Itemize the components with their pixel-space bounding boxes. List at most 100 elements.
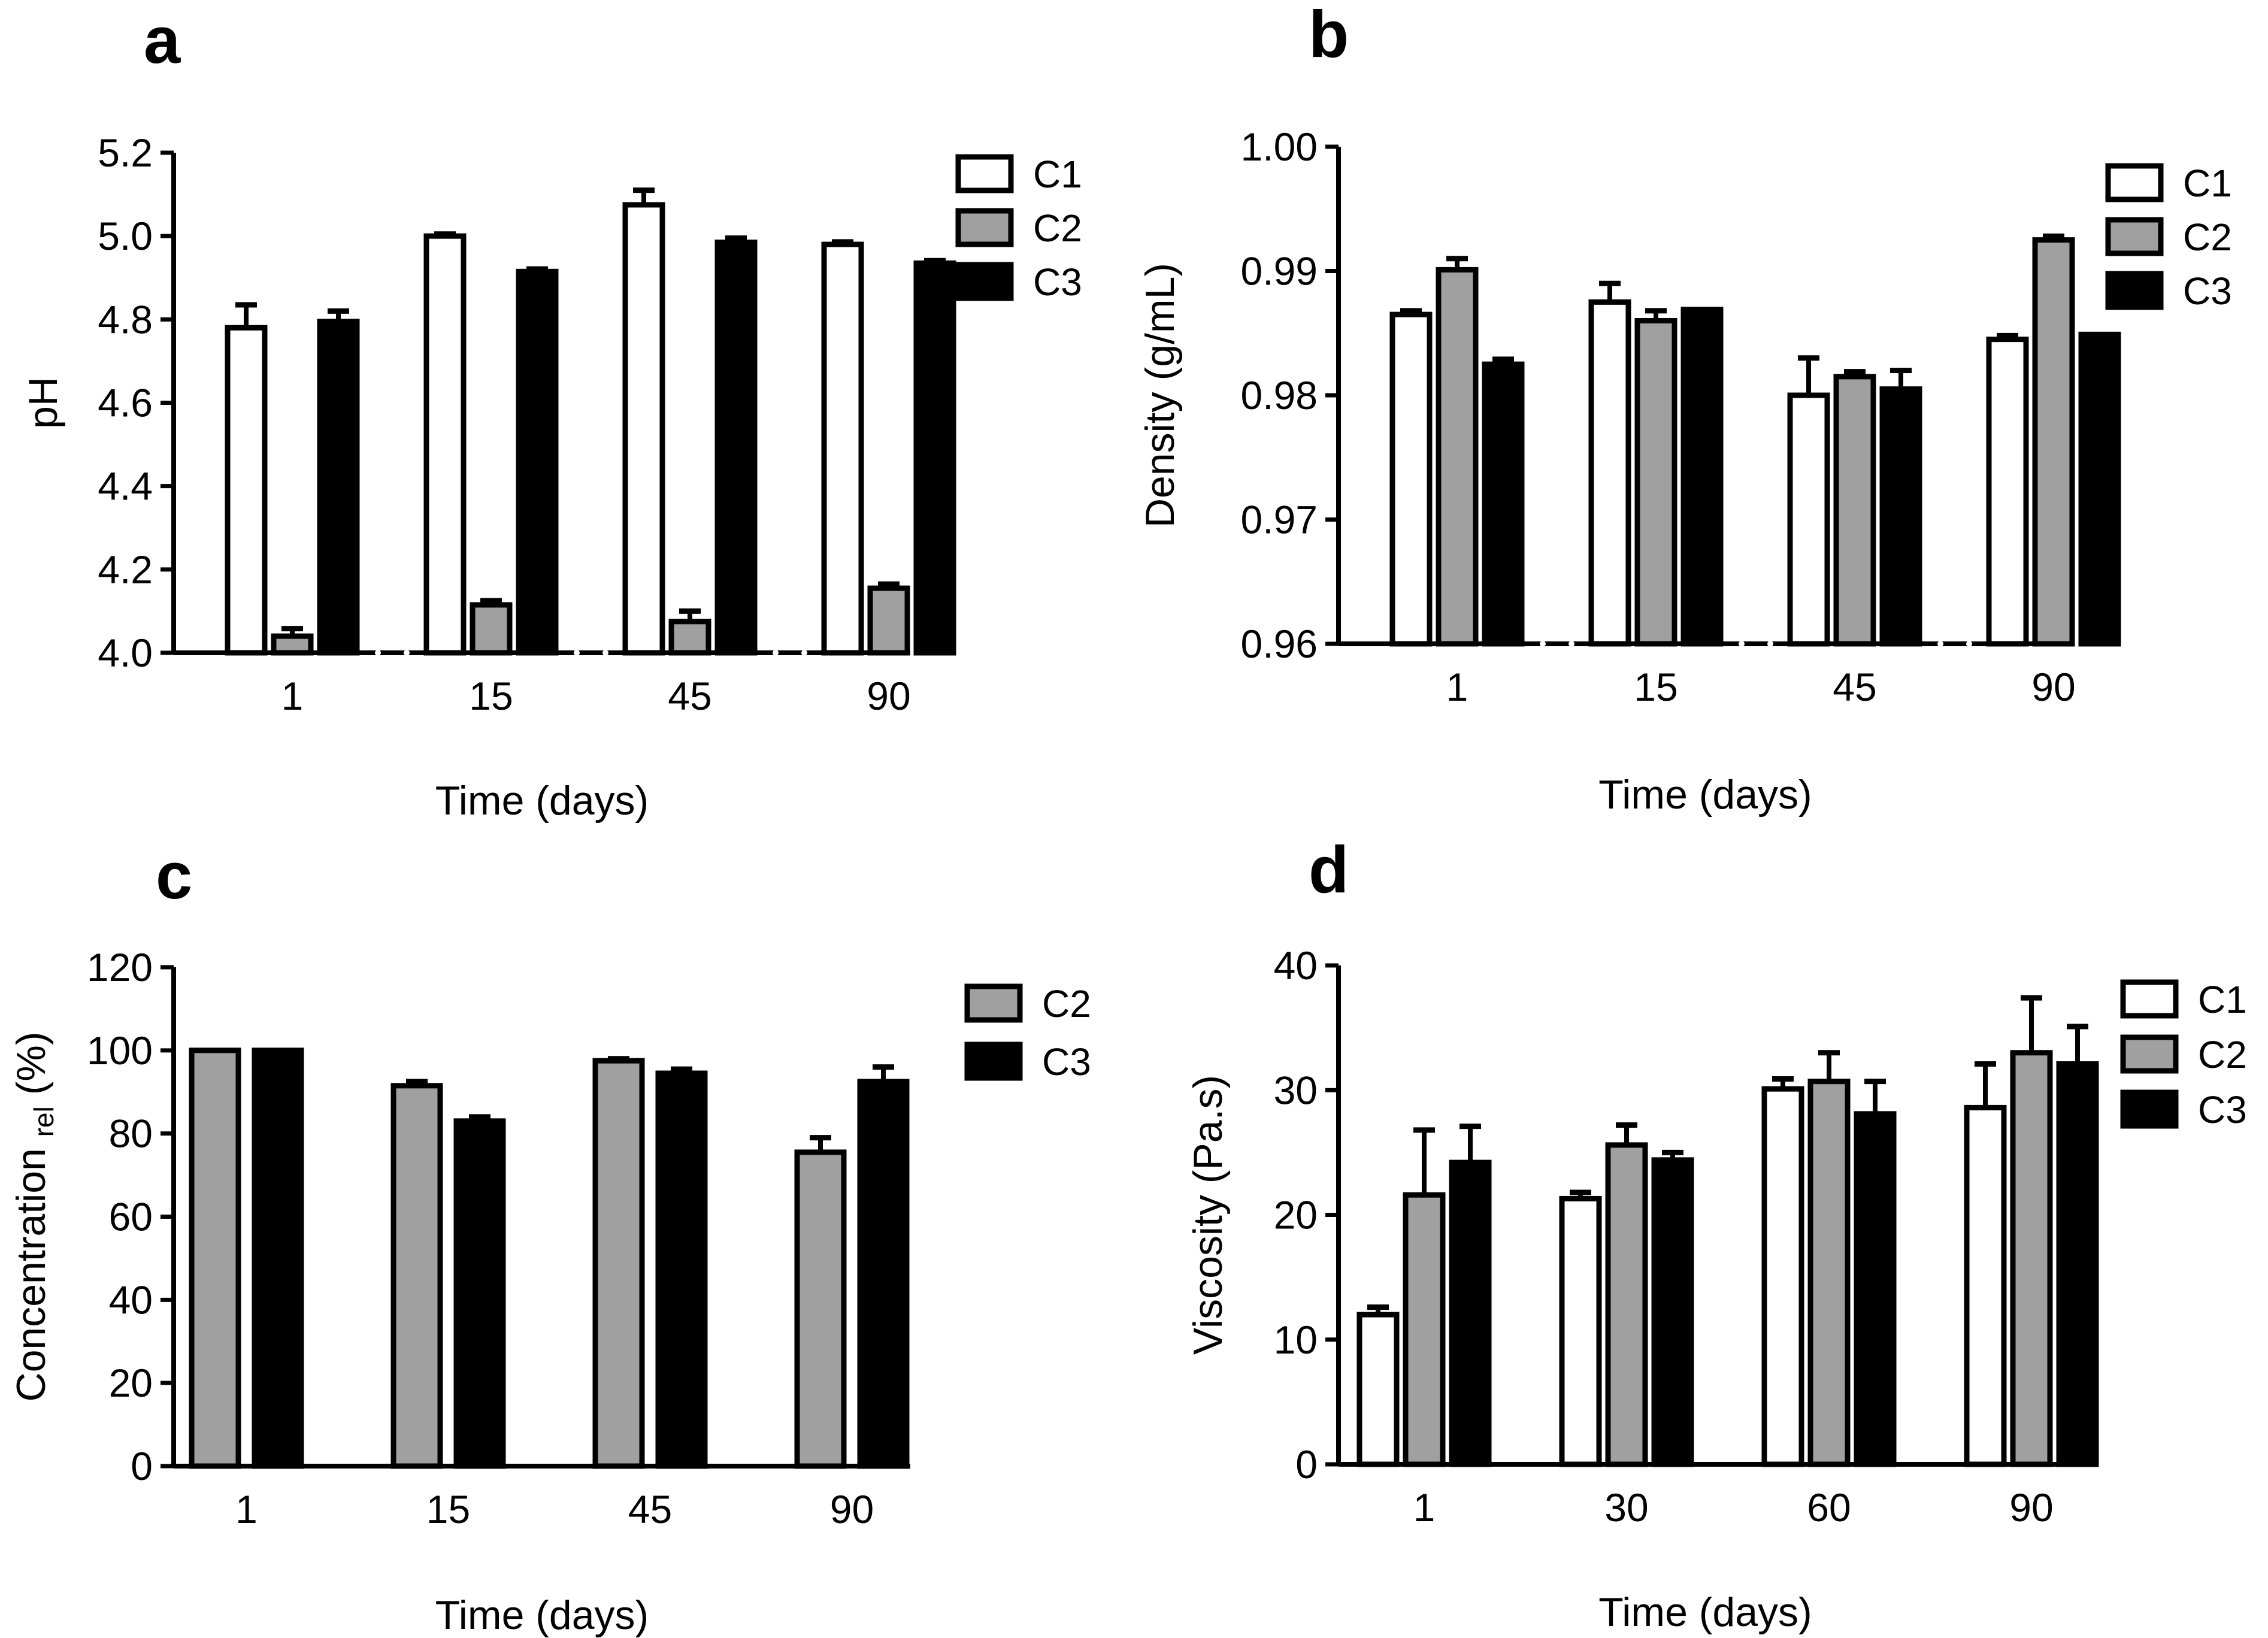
x-tick-label-d-30: 30 (1604, 1485, 1648, 1530)
x-tick-label-a-45: 45 (668, 674, 711, 718)
x-axis-title-b: Time (days) (1598, 772, 1812, 818)
bar-b-c1-1 (1389, 311, 1433, 647)
y-axis-title-d: Viscosity (Pa.s) (1185, 1075, 1231, 1355)
bar-a-c2-45 (668, 619, 711, 656)
y-axis-title-b: Density (g/mL) (1137, 263, 1183, 528)
x-tick-label-a-15: 15 (469, 674, 513, 718)
legend-label-d-c1: C1 (2198, 978, 2247, 1021)
x-tick-label-b-90: 90 (2031, 665, 2075, 709)
bar-d-c2-90 (2010, 1050, 2053, 1467)
axis-break-mark-a-3-1 (1000, 650, 1006, 656)
bar-d-c1-1 (1356, 1312, 1400, 1467)
y-tick-label-c-0: 0 (131, 1444, 153, 1488)
axis-break-mark-a-3-0 (971, 650, 977, 656)
legend-swatch-d-c1 (2120, 979, 2179, 1019)
x-tick-label-d-60: 60 (1807, 1485, 1851, 1530)
axis-break-mark-a-1-1 (602, 650, 608, 656)
legend-label-b-c2: C2 (2183, 216, 2232, 259)
bar-a-c2-1 (271, 633, 314, 656)
legend-swatch-a-c3 (955, 262, 1014, 301)
bar-d-c1-60 (1761, 1086, 1804, 1467)
bar-d-c3-30 (1651, 1157, 1694, 1467)
x-axis-title-a: Time (days) (435, 778, 649, 823)
y-tick-label-c-40: 40 (109, 1277, 153, 1322)
bar-b-c2-45 (1833, 374, 1876, 647)
bar-a-c3-90 (913, 260, 956, 656)
y-tick-label-a-4.0: 4.0 (98, 631, 153, 675)
bar-b-c2-1 (1436, 267, 1479, 647)
legend-label-a-c1: C1 (1033, 153, 1082, 196)
legend-label-b-c1: C1 (2183, 162, 2232, 205)
axis-break-mark-a-0-0 (375, 650, 381, 656)
y-tick-label-a-4.2: 4.2 (98, 547, 153, 592)
bar-b-c2-90 (2032, 237, 2075, 647)
bar-b-c1-15 (1588, 299, 1631, 647)
bar-a-c3-15 (516, 268, 559, 656)
bar-c-c3-45 (655, 1070, 708, 1469)
bar-c-c3-90 (857, 1079, 910, 1469)
bar-c-c3-1 (252, 1047, 304, 1469)
x-axis-title-c: Time (days) (435, 1592, 649, 1638)
legend-swatch-c-c2 (964, 983, 1023, 1023)
bar-d-c2-1 (1403, 1192, 1446, 1467)
bar-c-c2-90 (794, 1149, 847, 1469)
y-tick-label-a-4.8: 4.8 (98, 297, 153, 341)
x-tick-label-d-1: 1 (1413, 1485, 1436, 1530)
legend-swatch-d-c2 (2120, 1034, 2179, 1074)
y-axis-title-c: Concentration rel (%) (8, 1031, 59, 1401)
y-tick-label-b-0.98: 0.98 (1241, 373, 1318, 417)
axis-break-mark-a-1-0 (574, 650, 580, 656)
y-tick-label-d-40: 40 (1274, 943, 1318, 988)
axis-break-mark-a-2-1 (801, 650, 807, 656)
x-tick-label-d-90: 90 (2009, 1485, 2053, 1530)
panel-b-letter: b (1309, 0, 1349, 71)
y-tick-label-d-20: 20 (1274, 1193, 1318, 1237)
x-tick-label-c-1: 1 (235, 1487, 258, 1531)
x-tick-label-c-45: 45 (628, 1487, 672, 1531)
x-tick-label-c-90: 90 (830, 1487, 874, 1531)
legend-swatch-d-c3 (2120, 1089, 2179, 1129)
bar-d-c2-30 (1605, 1142, 1648, 1467)
y-tick-label-a-5.2: 5.2 (98, 131, 153, 175)
bar-c-c3-15 (453, 1118, 506, 1469)
bar-c-c2-15 (390, 1083, 443, 1469)
bar-a-c3-1 (317, 319, 360, 656)
axis-break-mark-b-0-1 (1568, 641, 1574, 647)
x-tick-label-b-45: 45 (1833, 665, 1876, 709)
bar-b-c3-15 (1680, 307, 1724, 647)
panel-a: a 1 15 45 90 4.0 4.2 4.4 4.6 4.8 5.0 5.2 Time (days… (20, 4, 1082, 823)
legend-swatch-c-c3 (964, 1041, 1023, 1081)
bar-a-c1-45 (622, 202, 665, 656)
bar-b-c2-15 (1634, 318, 1677, 647)
legend-swatch-b-c1 (2105, 163, 2164, 202)
y-tick-label-c-20: 20 (109, 1361, 153, 1405)
y-tick-label-a-4.6: 4.6 (98, 381, 153, 425)
y-tick-label-b-0.99: 0.99 (1241, 249, 1318, 293)
axis-break-mark-a-2-0 (773, 650, 779, 656)
y-tick-label-d-30: 30 (1274, 1068, 1318, 1112)
y-tick-label-a-5.0: 5.0 (98, 214, 153, 258)
y-tick-label-d-0: 0 (1295, 1442, 1318, 1486)
y-tick-label-c-100: 100 (87, 1028, 153, 1073)
axis-break-mark-b-2-0 (1937, 641, 1943, 647)
bar-d-c1-90 (1964, 1104, 2007, 1467)
y-tick-label-c-60: 60 (109, 1195, 153, 1239)
legend-swatch-a-c1 (955, 154, 1014, 193)
panel-d: d 1 30 60 90 0 10 20 30 40 Time (days) Viscosity (… (1185, 833, 2247, 1635)
bar-a-c1-90 (821, 241, 864, 656)
bar-a-c1-15 (423, 233, 467, 656)
bar-b-c3-45 (1879, 386, 1922, 647)
panel-a-letter: a (144, 4, 181, 77)
x-tick-label-b-1: 1 (1446, 665, 1468, 709)
bar-c-c2-1 (189, 1047, 241, 1469)
axis-break-mark-b-1-1 (1767, 641, 1773, 647)
legend-label-a-c3: C3 (1033, 261, 1082, 304)
bar-a-c3-45 (714, 240, 758, 656)
y-tick-label-b-0.97: 0.97 (1241, 498, 1318, 542)
y-tick-label-b-1.00: 1.00 (1241, 125, 1318, 169)
y-axis-title-a: pH (20, 377, 66, 429)
bar-c-c2-45 (592, 1058, 645, 1469)
legend-label-c-c2: C2 (1042, 982, 1091, 1025)
bar-b-c1-45 (1787, 392, 1830, 647)
